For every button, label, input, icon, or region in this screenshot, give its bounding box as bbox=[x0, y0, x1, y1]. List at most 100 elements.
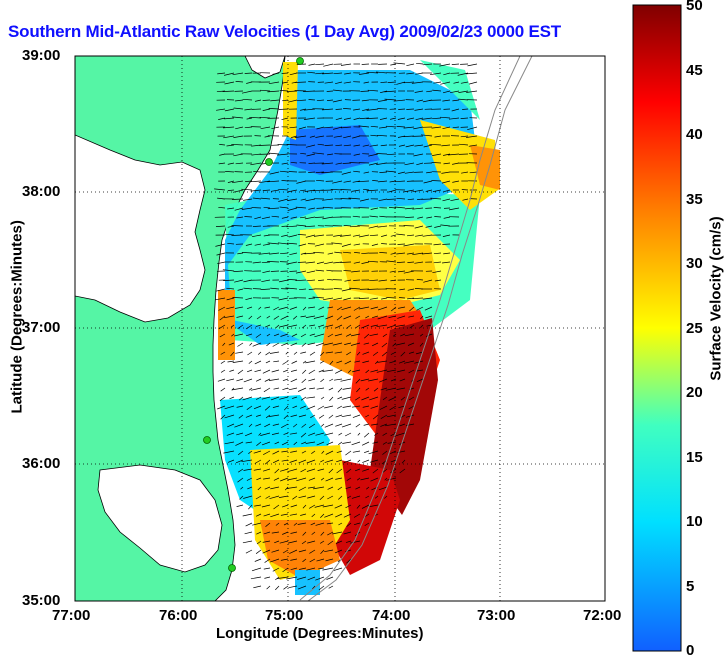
velocity-arrow bbox=[231, 333, 235, 337]
velocity-arrow bbox=[341, 423, 352, 428]
velocity-arrow bbox=[272, 423, 280, 426]
cb-tick-45: 45 bbox=[686, 62, 703, 79]
velocity-arrow bbox=[245, 549, 253, 554]
velocity-arrow bbox=[305, 360, 316, 364]
velocity-arrow bbox=[300, 351, 307, 354]
velocity-arrow bbox=[311, 450, 316, 454]
velocity-arrow bbox=[219, 315, 226, 321]
velocity-arrow bbox=[230, 324, 235, 328]
velocity-arrow bbox=[253, 468, 262, 471]
velocity-arrow bbox=[232, 189, 244, 193]
velocity-arrow bbox=[370, 207, 379, 210]
velocity-arrow bbox=[397, 315, 406, 319]
velocity-arrow bbox=[227, 225, 235, 228]
velocity-arrow bbox=[234, 99, 244, 102]
velocity-arrow bbox=[335, 162, 343, 165]
velocity-arrow bbox=[242, 513, 253, 517]
velocity-arrow bbox=[426, 216, 433, 219]
velocity-arrow bbox=[270, 287, 280, 290]
velocity-arrow bbox=[254, 558, 262, 562]
velocity-arrow bbox=[335, 540, 343, 544]
velocity-arrow bbox=[287, 207, 298, 211]
velocity-arrow bbox=[298, 495, 307, 499]
velocity-arrow bbox=[288, 585, 298, 589]
velocity-arrow bbox=[389, 180, 397, 183]
velocity-arrow bbox=[226, 306, 235, 310]
velocity-arrow bbox=[270, 270, 280, 272]
velocity-arrow bbox=[431, 126, 442, 129]
cb-tick-0: 0 bbox=[686, 642, 695, 659]
velocity-arrow bbox=[243, 198, 253, 201]
velocity-arrow bbox=[379, 90, 388, 94]
velocity-arrow bbox=[386, 297, 397, 299]
velocity-arrow bbox=[331, 242, 343, 245]
velocity-arrow bbox=[416, 378, 424, 383]
velocity-arrow bbox=[362, 459, 370, 463]
velocity-arrow bbox=[272, 405, 280, 408]
velocity-arrow bbox=[301, 450, 307, 454]
velocity-arrow bbox=[343, 225, 352, 227]
velocity-arrow bbox=[296, 99, 307, 102]
velocity-arrow bbox=[335, 513, 343, 518]
velocity-arrow bbox=[248, 360, 253, 364]
velocity-arrow bbox=[392, 333, 397, 337]
velocity-arrow bbox=[377, 360, 388, 363]
velocity-arrow bbox=[234, 423, 244, 428]
velocity-arrow bbox=[346, 468, 352, 474]
velocity-arrow bbox=[282, 378, 289, 382]
velocity-arrow bbox=[265, 414, 271, 419]
velocity-arrow bbox=[425, 315, 433, 319]
velocity-arrow bbox=[250, 180, 262, 183]
velocity-arrow bbox=[289, 459, 298, 463]
velocity-arrow bbox=[299, 567, 307, 570]
velocity-arrow bbox=[308, 477, 316, 481]
velocity-arrow bbox=[332, 342, 343, 346]
velocity-arrow bbox=[369, 279, 379, 282]
velocity-arrow bbox=[272, 72, 280, 75]
velocity-arrow bbox=[308, 297, 316, 299]
velocity-arrow bbox=[381, 243, 388, 245]
velocity-arrow bbox=[367, 260, 379, 263]
velocity-arrow bbox=[399, 423, 406, 427]
velocity-arrow bbox=[278, 297, 289, 301]
velocity-arrow bbox=[303, 117, 316, 120]
velocity-arrow bbox=[379, 117, 388, 120]
velocity-arrow bbox=[404, 207, 415, 210]
velocity-arrow bbox=[226, 287, 235, 290]
velocity-arrow bbox=[288, 540, 298, 544]
velocity-arrow bbox=[443, 162, 451, 165]
velocity-arrow bbox=[350, 342, 361, 346]
velocity-arrow bbox=[302, 360, 307, 364]
velocity-arrow bbox=[421, 252, 433, 255]
velocity-arrow bbox=[250, 189, 262, 192]
velocity-arrow bbox=[244, 531, 253, 535]
velocity-arrow bbox=[300, 432, 307, 438]
velocity-arrow bbox=[248, 423, 253, 428]
velocity-arrow bbox=[346, 477, 352, 481]
velocity-arrow bbox=[324, 423, 334, 428]
velocity-arrow bbox=[377, 99, 388, 102]
velocity-arrow bbox=[393, 62, 406, 65]
velocity-arrow bbox=[309, 333, 316, 336]
velocity-arrow bbox=[460, 81, 469, 84]
velocity-arrow bbox=[307, 540, 316, 544]
velocity-arrow bbox=[432, 153, 442, 156]
velocity-arrow bbox=[388, 396, 397, 401]
velocity-arrow bbox=[360, 324, 370, 329]
velocity-arrow bbox=[317, 405, 325, 410]
velocity-arrow bbox=[273, 306, 280, 311]
velocity-arrow bbox=[308, 162, 316, 164]
velocity-arrow bbox=[396, 252, 406, 255]
velocity-arrow bbox=[341, 306, 352, 311]
velocity-arrow bbox=[355, 396, 361, 401]
velocity-arrow bbox=[313, 251, 325, 254]
velocity-arrow bbox=[355, 315, 361, 319]
velocity-arrow bbox=[416, 162, 424, 166]
velocity-arrow bbox=[300, 333, 307, 338]
velocity-arrow bbox=[227, 207, 235, 210]
velocity-arrow bbox=[244, 108, 253, 111]
velocity-arrow bbox=[334, 549, 343, 554]
velocity-arrow bbox=[368, 153, 379, 157]
velocity-arrow bbox=[343, 531, 352, 535]
